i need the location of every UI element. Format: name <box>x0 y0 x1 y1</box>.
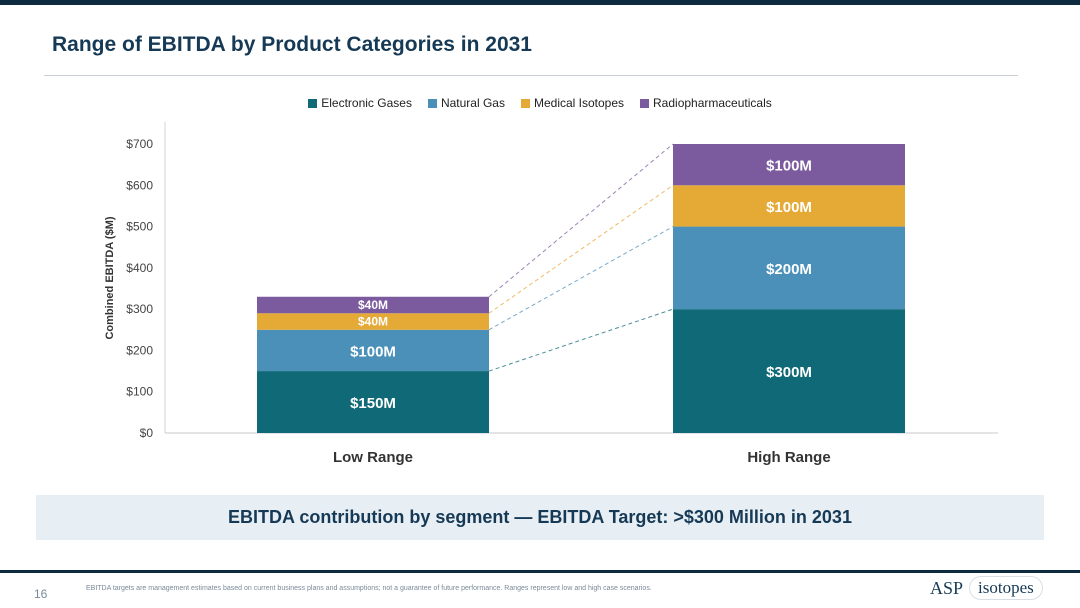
data-label: $40M <box>358 298 388 312</box>
legend-swatch <box>520 98 530 108</box>
y-tick-label: $500 <box>126 220 153 234</box>
y-tick-label: $200 <box>126 343 153 357</box>
bar-segment <box>257 296 489 314</box>
connector-line <box>488 184 674 314</box>
bar-segment <box>673 144 905 186</box>
y-tick-label: $300 <box>126 302 153 316</box>
chart-legend: Electronic Gases Natural Gas Medical Isoto… <box>0 96 1080 110</box>
page-number: 16 <box>34 587 48 601</box>
connector-line <box>488 226 674 331</box>
data-label: $200M <box>766 261 812 278</box>
legend-swatch <box>427 98 437 108</box>
y-axis-title: Combined EBITDA ($M) <box>104 216 116 339</box>
legend-label: Radiopharmaceuticals <box>653 96 772 110</box>
data-label: $100M <box>766 199 812 216</box>
legend-label: Electronic Gases <box>321 96 412 110</box>
legend-item: Natural Gas <box>427 96 505 110</box>
connector-line <box>488 143 674 298</box>
top-accent-bar <box>0 0 1080 5</box>
legend-item: Radiopharmaceuticals <box>640 96 772 110</box>
category-label: High Range <box>747 449 830 466</box>
data-label: $100M <box>350 343 396 360</box>
legend-item: Medical Isotopes <box>520 96 625 110</box>
footer-divider <box>0 570 1080 573</box>
category-label: Low Range <box>333 449 413 466</box>
y-tick-label: $700 <box>126 137 153 151</box>
company-logo: ASP isotopes <box>930 572 1044 604</box>
legend-label: Natural Gas <box>440 96 505 110</box>
slide-title: Range of EBITDA by Product Categories in… <box>52 33 532 56</box>
bar-segment <box>257 371 489 433</box>
logo-text-main: ASP <box>930 577 964 598</box>
data-label: $100M <box>766 158 812 175</box>
data-label: $300M <box>766 364 812 381</box>
stacked-bar-chart: $0 $100 $200 $300 $400 $500 $600 $700 Combined E… <box>104 122 998 466</box>
title-divider <box>44 75 1018 76</box>
footnote: EBITDA targets are management estimates … <box>86 585 652 592</box>
logo-text-sub: isotopes <box>969 576 1043 600</box>
legend-swatch <box>308 98 318 108</box>
bar-segment <box>673 309 905 433</box>
legend-label: Medical Isotopes <box>533 96 625 110</box>
data-label: $150M <box>350 395 396 412</box>
bar-segment <box>257 329 489 372</box>
data-label: $40M <box>358 315 388 329</box>
legend-swatch <box>640 98 650 108</box>
legend-item: Electronic Gases <box>308 96 412 110</box>
bar-segment <box>673 185 905 227</box>
bar-segment <box>673 226 905 310</box>
y-tick-label: $400 <box>126 261 153 275</box>
connector-line <box>488 308 674 372</box>
ebitda-target-banner: EBITDA contribution by segment — EBITDA … <box>36 495 1044 540</box>
y-tick-label: $100 <box>126 385 153 399</box>
y-tick-label: $600 <box>126 178 153 192</box>
y-tick-label: $0 <box>140 426 154 440</box>
bar-segment <box>257 313 489 330</box>
